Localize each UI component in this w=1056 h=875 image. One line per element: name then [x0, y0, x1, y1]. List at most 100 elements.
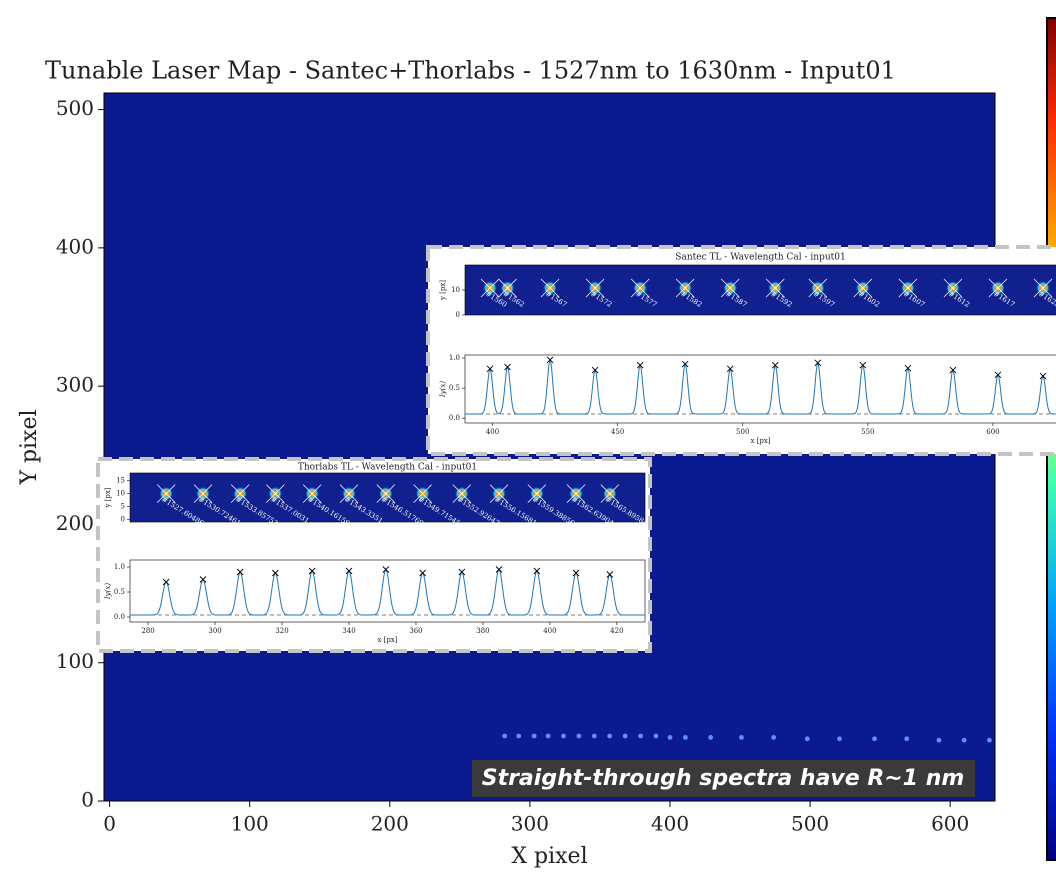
y-tick-label: 400	[56, 234, 94, 258]
peak-marker	[546, 356, 554, 364]
laser-spot	[591, 733, 597, 739]
laser-spot	[771, 734, 777, 740]
x-tick-label: 400	[486, 428, 499, 436]
laser-spot	[837, 736, 842, 742]
strip-cross	[452, 484, 472, 503]
strip-y-tick-label: 15	[116, 477, 125, 485]
peak-marker	[272, 569, 279, 577]
strip-y-tick-label: 10	[451, 286, 460, 294]
chart-title: Tunable Laser Map - Santec+Thorlabs - 15…	[45, 57, 896, 85]
strip-cross	[720, 278, 740, 298]
strip-cross	[413, 484, 432, 503]
y-tick-label: 300	[56, 373, 94, 397]
peak-marker	[949, 366, 957, 374]
y-axis-label: Iy(x)	[104, 583, 112, 600]
peak-marker	[199, 576, 207, 583]
strip-cross	[566, 484, 586, 503]
strip-cross	[480, 278, 500, 298]
plot-frame	[464, 354, 1056, 424]
x-tick-label: 380	[476, 627, 489, 635]
peak-marker	[591, 366, 599, 374]
strip-cross	[376, 484, 396, 503]
inset: Santec TL - Wavelength Cal - input01#156…	[426, 245, 1056, 456]
laser-spot	[904, 736, 910, 742]
peak-marker	[814, 359, 822, 367]
strip-cross	[489, 484, 509, 503]
x-tick-label: 500	[736, 428, 749, 436]
peak-marker	[994, 371, 1002, 379]
laser-spot	[872, 736, 877, 742]
peak-marker	[681, 360, 689, 368]
inset-title: Santec TL - Wavelength Cal - input01	[675, 253, 845, 263]
peak-marker	[345, 567, 353, 575]
x-tick-label: 500	[791, 812, 829, 836]
x-tick-label: 600	[931, 812, 969, 836]
annotation-box	[472, 760, 975, 797]
inset-title: Thorlabs TL - Wavelength Cal - input01	[298, 463, 477, 473]
strip-cross	[600, 484, 620, 503]
strip-y-label: y [px]	[439, 280, 447, 301]
x-tick-label: 600	[986, 428, 999, 436]
strip-cross	[898, 278, 918, 298]
strip-cross	[266, 484, 285, 503]
peak-marker	[636, 361, 644, 369]
peak-marker	[495, 566, 503, 573]
laser-spot	[682, 734, 688, 740]
plot-frame	[129, 559, 646, 623]
laser-spot	[961, 737, 967, 743]
strip-y-tick-label: 5	[121, 503, 125, 511]
laser-spot	[607, 733, 613, 739]
peak-marker	[236, 568, 244, 576]
laser-spot	[638, 733, 643, 739]
inset: Thorlabs TL - Wavelength Cal - input01#1…	[96, 457, 652, 653]
strip-cross	[302, 484, 322, 503]
x-tick-label: 200	[371, 812, 409, 836]
y-tick-label: 0.5	[449, 384, 460, 392]
peak-marker	[308, 567, 316, 575]
y-tick-label: 500	[56, 96, 94, 120]
spectrum-curve	[465, 357, 1056, 415]
strip-image	[464, 264, 1056, 316]
laser-spot	[516, 733, 522, 739]
annotation: Straight-through spectra have R~1 nm	[482, 766, 965, 791]
y-tick-label: 1.0	[449, 354, 460, 362]
strip-cross	[808, 278, 828, 298]
peak-marker	[771, 361, 779, 369]
strip-y-tick-label: 10	[116, 490, 125, 498]
peak-marker	[572, 569, 580, 577]
peak-marker	[419, 569, 426, 577]
peak-marker	[1039, 372, 1047, 380]
y-tick-label: 0.0	[114, 613, 125, 621]
strip-y-tick-label: 0	[121, 515, 125, 523]
x-tick-label: 300	[208, 627, 221, 635]
x-tick-label: 450	[611, 428, 624, 436]
x-axis-label: X pixel	[511, 844, 587, 869]
laser-spot	[502, 733, 508, 739]
x-axis-label: x [px]	[750, 437, 770, 445]
laser-spot	[622, 733, 628, 739]
strip-cross	[193, 484, 213, 503]
peak-marker	[458, 568, 466, 576]
strip-cross	[498, 278, 517, 298]
x-tick-label: 400	[543, 627, 556, 635]
peak-marker	[504, 363, 511, 371]
peak-marker	[382, 566, 390, 573]
strip-cross	[585, 278, 605, 298]
strip-cross	[988, 278, 1008, 298]
y-tick-label: 200	[56, 511, 94, 535]
y-tick-label: 1.0	[114, 563, 125, 571]
laser-spot	[531, 733, 537, 739]
x-tick-label: 300	[511, 812, 549, 836]
x-tick-label: 360	[409, 627, 422, 635]
peak-marker	[486, 365, 494, 373]
x-tick-label: 400	[651, 812, 689, 836]
strip-cross	[230, 484, 250, 503]
strip-cross	[156, 484, 176, 503]
y-tick-label: 0.0	[449, 414, 460, 422]
x-tick-label: 340	[342, 627, 355, 635]
y-tick-label: 0	[81, 788, 94, 812]
laser-spot	[986, 737, 992, 743]
strip-cross	[675, 278, 695, 298]
